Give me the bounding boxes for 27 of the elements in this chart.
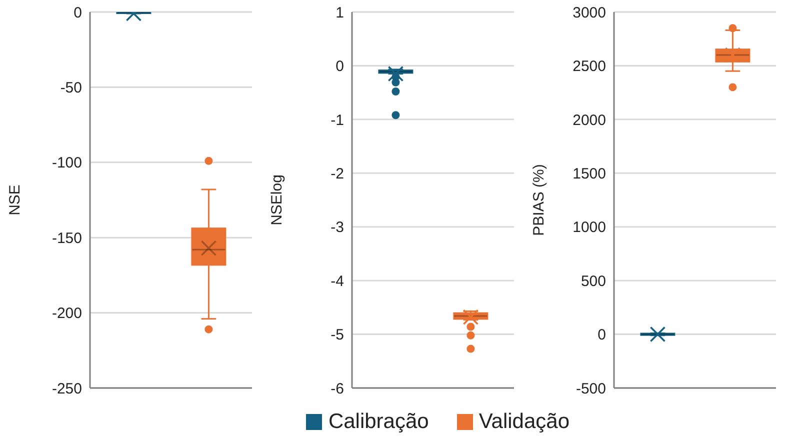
y-tick-label: -500 — [576, 380, 606, 398]
y-axis-title: NSElog — [268, 174, 286, 226]
y-tick-label: 1000 — [572, 219, 606, 236]
y-tick-label: 2000 — [572, 112, 606, 129]
y-tick-label: -200 — [52, 305, 82, 322]
y-tick-label: -6 — [330, 380, 344, 398]
y-tick-label: 0 — [74, 4, 82, 22]
y-tick-label: -5 — [330, 326, 344, 344]
y-tick-label: 3000 — [572, 4, 606, 22]
y-tick-label: -50 — [60, 80, 82, 97]
y-tick-label: 0 — [336, 58, 344, 76]
y-tick-label: 2500 — [572, 58, 606, 76]
y-tick-label: -1 — [330, 112, 344, 129]
y-tick-label: -3 — [330, 219, 344, 236]
y-tick-label: -2 — [330, 165, 344, 182]
y-axis-title: PBIAS (%) — [530, 164, 548, 236]
legend-label: Validação — [478, 410, 570, 434]
y-tick-label: -250 — [52, 380, 82, 398]
y-tick-label: -150 — [52, 230, 82, 247]
y-tick-label: 0 — [598, 326, 606, 344]
y-axis-title: NSE — [6, 184, 24, 216]
legend-label: Calibração — [328, 410, 429, 434]
y-tick-label: 1 — [336, 4, 344, 22]
y-tick-label: 1500 — [572, 165, 606, 182]
y-tick-label: -100 — [52, 154, 82, 172]
y-tick-label: -4 — [330, 272, 344, 290]
y-tick-label: 500 — [580, 272, 606, 290]
